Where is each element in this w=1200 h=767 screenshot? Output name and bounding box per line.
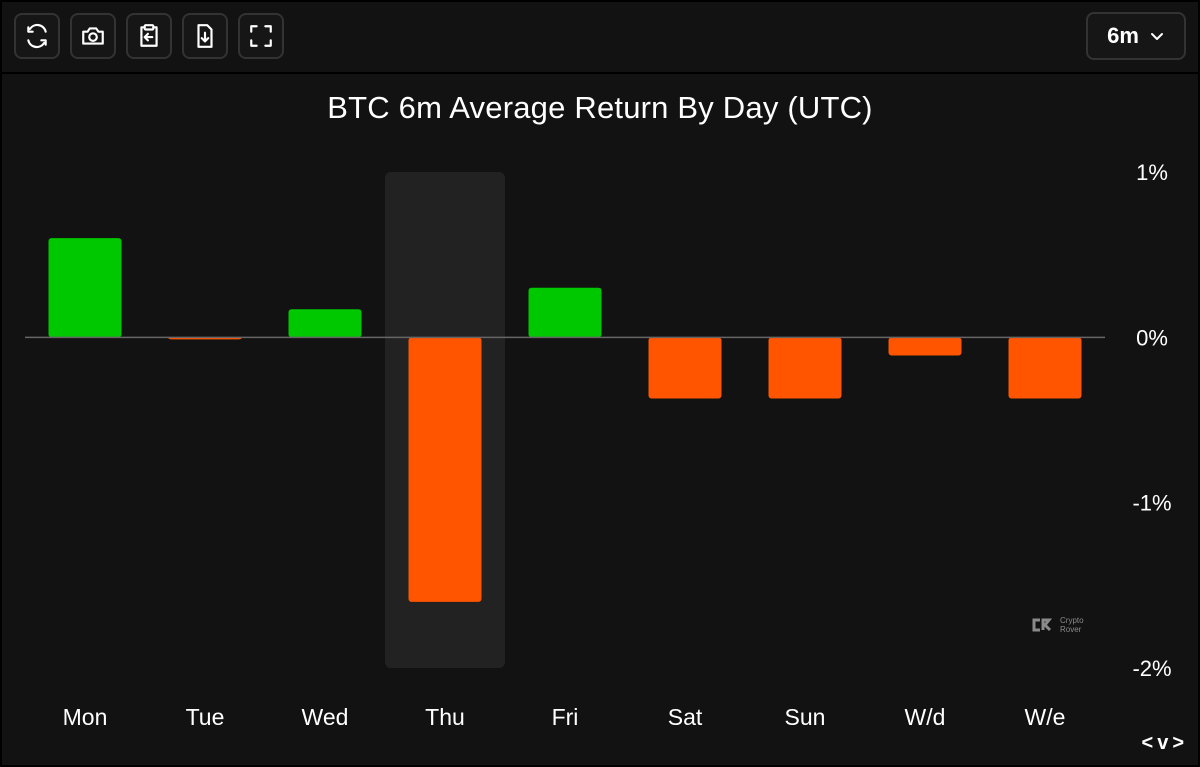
x-tick-label: Fri bbox=[552, 704, 579, 730]
screenshot-button[interactable] bbox=[70, 13, 116, 59]
export-button[interactable] bbox=[182, 13, 228, 59]
x-tick-label: Sun bbox=[785, 704, 826, 730]
chart-navigation: <v> bbox=[1142, 732, 1189, 755]
crypto-rover-logo-icon bbox=[1032, 618, 1053, 632]
fullscreen-button[interactable] bbox=[238, 13, 284, 59]
bar-mon bbox=[48, 238, 122, 338]
range-select-value: 6m bbox=[1107, 23, 1139, 48]
x-tick-label: Thu bbox=[425, 704, 465, 730]
bar-wd bbox=[888, 337, 962, 356]
bar-sun bbox=[768, 337, 842, 399]
watermark-line1: Crypto bbox=[1060, 616, 1084, 625]
nav-toggle-button[interactable]: v bbox=[1157, 732, 1173, 754]
refresh-icon bbox=[27, 23, 47, 49]
camera-icon bbox=[82, 27, 104, 45]
bar-fri bbox=[528, 287, 602, 338]
x-tick-label: W/d bbox=[905, 704, 946, 730]
nav-next-button[interactable]: > bbox=[1172, 732, 1188, 754]
download-file-icon bbox=[197, 24, 213, 48]
bar-wed bbox=[288, 309, 362, 338]
y-tick-label: -2% bbox=[1132, 656, 1171, 681]
refresh-button[interactable] bbox=[14, 13, 60, 59]
watermark-line2: Rover bbox=[1060, 625, 1082, 634]
bar-we bbox=[1008, 337, 1082, 399]
chart-title: BTC 6m Average Return By Day (UTC) bbox=[327, 90, 873, 125]
x-tick-label: Wed bbox=[302, 704, 349, 730]
nav-prev-button[interactable]: < bbox=[1141, 732, 1158, 754]
x-tick-label: W/e bbox=[1025, 704, 1066, 730]
watermark: Crypto Rover bbox=[1030, 616, 1084, 634]
y-tick-label: -1% bbox=[1132, 491, 1171, 516]
copy-button[interactable] bbox=[126, 13, 172, 59]
x-tick-label: Sat bbox=[668, 704, 703, 730]
toolbar: 6m bbox=[0, 0, 1200, 74]
bar-sat bbox=[648, 337, 722, 399]
chevron-down-icon bbox=[1150, 33, 1163, 40]
range-select[interactable]: 6m bbox=[1086, 12, 1186, 60]
fullscreen-icon bbox=[250, 25, 272, 47]
x-tick-label: Tue bbox=[186, 704, 225, 730]
bar-thu bbox=[408, 337, 482, 602]
y-tick-label: 1% bbox=[1136, 160, 1168, 185]
clipboard-icon bbox=[140, 24, 158, 47]
y-tick-label: 0% bbox=[1136, 325, 1168, 350]
x-tick-label: Mon bbox=[63, 704, 108, 730]
